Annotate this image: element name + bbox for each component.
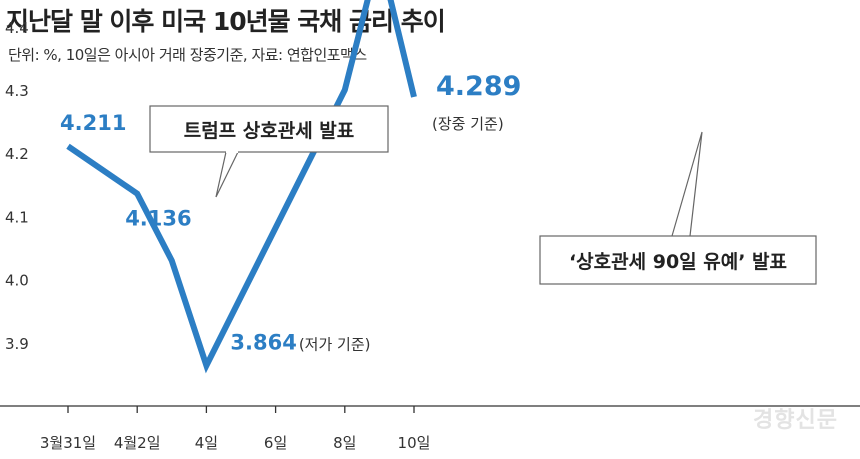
y-tick-label: 4.4 [5,19,29,37]
series-line [66,0,417,374]
x-tick-label: 10일 [398,434,431,452]
x-tick-label: 4일 [195,434,218,452]
y-tick-label: 4.0 [5,272,29,290]
data-label: 3.864 [230,331,296,355]
x-tick-label: 4월2일 [114,434,161,452]
x-tick-label: 8일 [333,434,356,452]
chart-title: 지난달 말 이후 미국 10년물 국채 금리 추이 [6,7,446,36]
annotation-box [149,105,389,153]
annotation-text: ‘상호관세 90일 유예’ 발표 [569,251,787,273]
data-label: 4.289 [436,71,521,102]
x-tick-label: 3월31일 [40,434,96,452]
annotation-text: 트럼프 상호관세 발표 [184,120,355,142]
annotation-pointer [215,151,239,198]
data-label-note: (저가 기준) [299,336,371,354]
y-tick-label: 3.9 [5,335,29,353]
data-label: 4.211 [60,111,126,135]
watermark-logo: 경향신문 [753,408,838,433]
x-tick-label: 6일 [264,434,287,452]
annotation-pointer [671,131,703,237]
annotation-box [539,235,817,285]
data-label-note: (장중 기준) [432,115,504,133]
chart-subtitle: 단위: %, 10일은 아시아 거래 장중기준, 자료: 연합인포맥스 [8,46,367,64]
data-label: 4.136 [125,207,191,231]
y-tick-label: 4.1 [5,208,29,226]
y-tick-label: 4.3 [5,82,29,100]
y-tick-label: 4.2 [5,145,29,163]
